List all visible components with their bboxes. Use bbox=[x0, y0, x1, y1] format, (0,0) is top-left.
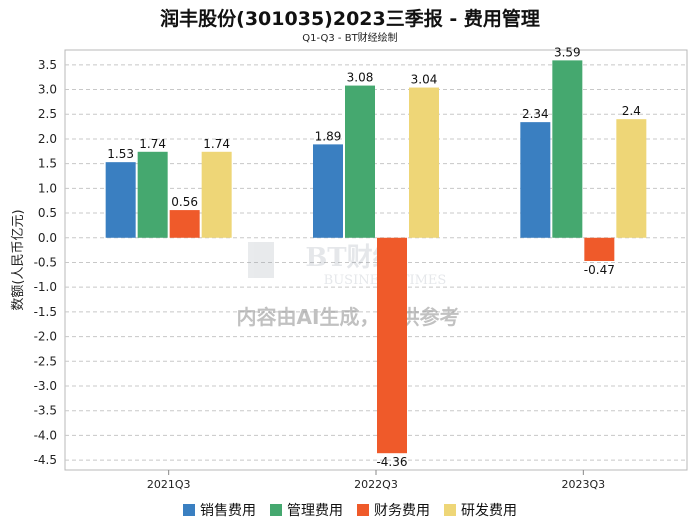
data-label: -0.47 bbox=[584, 263, 615, 277]
bar bbox=[313, 144, 343, 238]
y-tick-label: -1.5 bbox=[34, 305, 57, 319]
y-tick-label: -4.0 bbox=[34, 428, 57, 442]
y-tick-label: 3.0 bbox=[38, 83, 57, 97]
y-tick-label: 1.5 bbox=[38, 157, 57, 171]
legend-item: 财务费用 bbox=[357, 500, 430, 520]
bar bbox=[137, 151, 168, 238]
y-tick-label: 3.5 bbox=[38, 58, 57, 72]
data-label: 0.56 bbox=[171, 195, 198, 209]
bar bbox=[377, 237, 407, 454]
data-label: 1.74 bbox=[203, 137, 230, 151]
y-tick-label: -4.5 bbox=[34, 453, 57, 467]
data-label: 2.34 bbox=[522, 107, 549, 121]
bar bbox=[616, 119, 647, 238]
x-tick-label: 2022Q3 bbox=[354, 478, 398, 491]
watermark-notice: 内容由AI生成，仅供参考 bbox=[237, 305, 460, 329]
legend-label: 销售费用 bbox=[200, 503, 256, 519]
legend-label: 财务费用 bbox=[374, 503, 430, 519]
data-label: 3.59 bbox=[554, 45, 581, 59]
legend-swatch bbox=[270, 504, 282, 516]
data-label: 1.53 bbox=[107, 147, 134, 161]
bar bbox=[201, 151, 232, 238]
chart-title: 润丰股份(301035)2023三季报 - 费用管理 bbox=[160, 8, 540, 30]
y-tick-label: 0.0 bbox=[38, 231, 57, 245]
data-label: 1.89 bbox=[315, 129, 342, 143]
y-tick-label: -2.0 bbox=[34, 330, 57, 344]
legend-label: 管理费用 bbox=[287, 503, 343, 519]
y-tick-label: 0.5 bbox=[38, 206, 57, 220]
bar bbox=[345, 85, 375, 238]
data-label: 3.08 bbox=[347, 71, 374, 85]
bar bbox=[584, 237, 615, 261]
legend-item: 研发费用 bbox=[444, 500, 517, 520]
y-tick-label: -3.0 bbox=[34, 379, 57, 393]
y-tick-label: -3.5 bbox=[34, 404, 57, 418]
bar bbox=[105, 162, 136, 238]
bar bbox=[552, 60, 583, 238]
legend-swatch bbox=[444, 504, 456, 516]
x-tick-label: 2023Q3 bbox=[562, 478, 606, 491]
legend-item: 销售费用 bbox=[183, 500, 256, 520]
y-tick-label: 2.0 bbox=[38, 132, 57, 146]
x-tick-label: 2021Q3 bbox=[147, 478, 191, 491]
data-label: 1.74 bbox=[139, 137, 166, 151]
bar bbox=[520, 122, 551, 238]
y-axis-title: 数额(人民币亿元) bbox=[11, 209, 26, 310]
legend-label: 研发费用 bbox=[461, 503, 517, 519]
data-label: 3.04 bbox=[411, 73, 438, 87]
y-tick-label: 1.0 bbox=[38, 181, 57, 195]
plot-area bbox=[64, 49, 688, 471]
y-tick-label: -0.5 bbox=[34, 255, 57, 269]
legend: 销售费用 管理费用 财务费用 研发费用 bbox=[0, 500, 700, 520]
chart-subtitle: Q1-Q3 - BT财经绘制 bbox=[302, 33, 398, 44]
data-label: -4.36 bbox=[376, 455, 407, 469]
bar bbox=[409, 87, 439, 238]
legend-swatch bbox=[357, 504, 369, 516]
y-tick-label: -2.5 bbox=[34, 354, 57, 368]
y-tick-label: -1.0 bbox=[34, 280, 57, 294]
data-label: 2.4 bbox=[622, 104, 641, 118]
legend-item: 管理费用 bbox=[270, 500, 343, 520]
legend-swatch bbox=[183, 504, 195, 516]
watermark-logo-mark bbox=[248, 242, 274, 278]
bar bbox=[169, 210, 200, 238]
y-tick-label: 2.5 bbox=[38, 107, 57, 121]
